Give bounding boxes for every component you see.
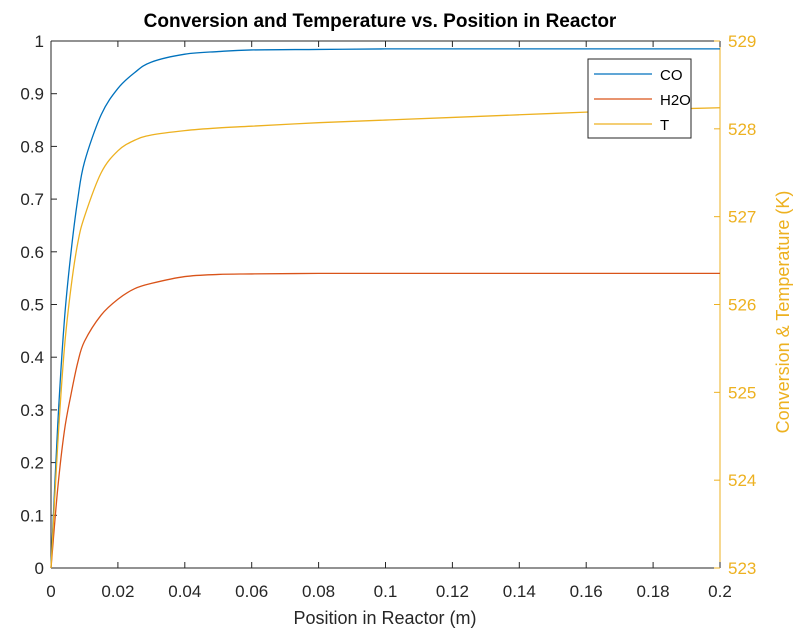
x-tick-label: 0.06	[235, 582, 268, 601]
x-tick-label: 0.16	[570, 582, 603, 601]
x-tick-label: 0	[46, 582, 55, 601]
x-tick-label: 0.18	[637, 582, 670, 601]
y-tick-label: 0	[35, 559, 44, 578]
legend-label: CO	[660, 67, 683, 84]
series-line-co	[50, 48, 720, 569]
y-tick-label: 0.5	[20, 296, 44, 315]
x-axis-label: Position in Reactor (m)	[293, 608, 476, 628]
x-tick-label: 0.2	[708, 582, 732, 601]
y-tick-label: 0.3	[20, 401, 44, 420]
x-tick-label: 0.08	[302, 582, 335, 601]
y-tick-label: 0.8	[20, 137, 44, 156]
x-tick-label: 0.12	[436, 582, 469, 601]
y-tick-label: 0.7	[20, 190, 44, 209]
y-tick-label: 0.4	[20, 348, 44, 367]
y2-tick-label: 525	[728, 383, 756, 402]
x-tick-label: 0.02	[101, 582, 134, 601]
y-tick-label: 0.2	[20, 454, 44, 473]
y-tick-label: 0.6	[20, 243, 44, 262]
chart-title: Conversion and Temperature vs. Position …	[144, 11, 617, 32]
y-tick-label: 0.9	[20, 85, 44, 104]
y2-tick-label: 523	[728, 559, 756, 578]
x-tick-label: 0.04	[168, 582, 201, 601]
legend-label: T	[660, 117, 669, 134]
x-tick-label: 0.14	[503, 582, 536, 601]
y2-tick-label: 524	[728, 471, 756, 490]
y2-tick-label: 528	[728, 120, 756, 139]
y-tick-label: 0.1	[20, 506, 44, 525]
y-tick-label: 1	[35, 32, 44, 51]
legend-label: H2O	[660, 92, 691, 109]
series-line-h2o	[50, 272, 720, 569]
x-tick-label: 0.1	[374, 582, 398, 601]
series-line-t	[50, 107, 721, 569]
y2-axis-label: Conversion & Temperature (K)	[773, 191, 793, 434]
y2-tick-label: 526	[728, 296, 756, 315]
y2-tick-label: 527	[728, 208, 756, 227]
y2-tick-label: 529	[728, 32, 756, 51]
